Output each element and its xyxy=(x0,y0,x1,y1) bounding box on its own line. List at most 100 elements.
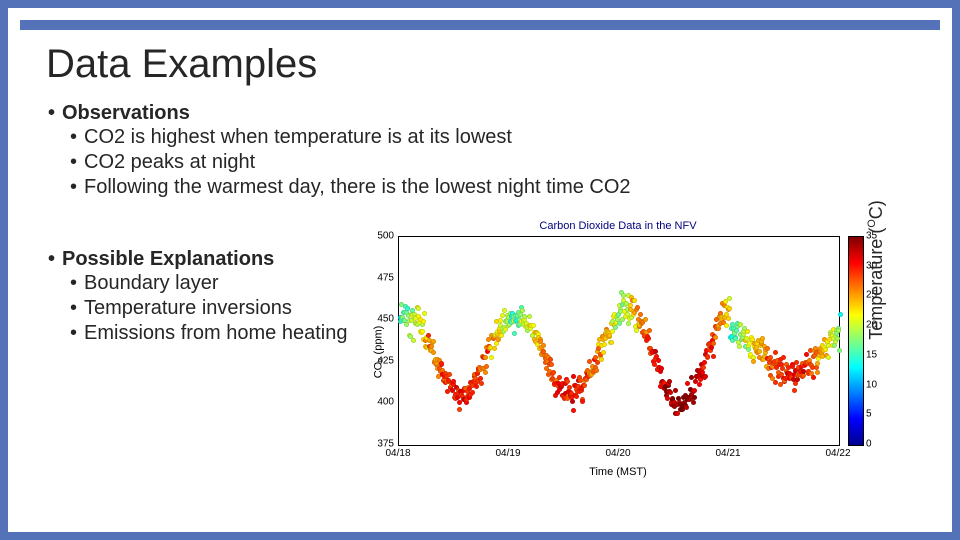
chart-ytick: 400 xyxy=(377,397,394,408)
chart-point xyxy=(811,375,816,380)
chart-point xyxy=(479,381,484,386)
chart-colorbar-tick: 5 xyxy=(866,409,872,420)
chart-point xyxy=(594,368,599,373)
chart-point xyxy=(668,390,673,395)
chart-point xyxy=(474,384,479,389)
chart-point xyxy=(609,340,614,345)
chart-colorbar-tick: 15 xyxy=(866,349,877,360)
explanation-item: •Boundary layer xyxy=(70,271,347,296)
chart-point xyxy=(571,408,576,413)
chart-point xyxy=(411,338,416,343)
chart-point xyxy=(656,358,661,363)
explanations-block: •Possible Explanations •Boundary layer •… xyxy=(48,248,347,346)
slide-title: Data Examples xyxy=(46,42,317,87)
chart-point xyxy=(836,328,841,333)
chart-point xyxy=(457,407,462,412)
chart-point xyxy=(470,390,475,395)
chart-point xyxy=(837,348,842,353)
explanations-header: •Possible Explanations xyxy=(48,248,347,271)
chart-point xyxy=(692,395,697,400)
chart-ytick: 425 xyxy=(377,355,394,366)
chart-point xyxy=(701,365,706,370)
observations-block: •Observations •CO2 is highest when tempe… xyxy=(48,102,631,200)
chart-point xyxy=(792,388,797,393)
chart-xtick: 04/22 xyxy=(825,448,850,459)
chart-point xyxy=(713,335,718,340)
chart-point xyxy=(489,355,494,360)
chart-colorbar-tick: 10 xyxy=(866,379,877,390)
observation-item: •CO2 peaks at night xyxy=(70,150,631,175)
chart-point xyxy=(549,362,554,367)
chart-ytick: 475 xyxy=(377,272,394,283)
chart-ytick: 450 xyxy=(377,314,394,325)
chart-point xyxy=(447,372,452,377)
chart-point xyxy=(635,305,640,310)
chart-point xyxy=(531,323,536,328)
chart-point xyxy=(832,343,837,348)
chart-point xyxy=(703,374,708,379)
chart-point xyxy=(643,317,648,322)
header-stripe xyxy=(20,20,940,30)
chart-point xyxy=(646,336,651,341)
chart-point xyxy=(794,360,799,365)
chart-point xyxy=(757,349,762,354)
chart-plot-area xyxy=(398,236,840,446)
chart-point xyxy=(815,370,820,375)
chart-point xyxy=(815,361,820,366)
chart-point xyxy=(823,347,828,352)
chart-colorbar-tick: 0 xyxy=(866,439,872,450)
chart-point xyxy=(557,375,562,380)
chart-point xyxy=(765,346,770,351)
observation-item: •CO2 is highest when temperature is at i… xyxy=(70,125,631,150)
chart-xtick: 04/21 xyxy=(715,448,740,459)
chart-point xyxy=(541,343,546,348)
chart-point xyxy=(483,370,488,375)
chart-point xyxy=(404,322,409,327)
explanation-item: •Temperature inversions xyxy=(70,296,347,321)
chart-point xyxy=(638,312,643,317)
chart-point xyxy=(421,319,426,324)
chart-point xyxy=(685,381,690,386)
chart-xtick: 04/20 xyxy=(605,448,630,459)
observations-header: •Observations xyxy=(48,102,631,125)
chart-xlabel: Time (MST) xyxy=(398,466,838,478)
chart-point xyxy=(494,341,499,346)
chart-point xyxy=(726,316,731,321)
chart-point xyxy=(835,336,840,341)
chart-title: Carbon Dioxide Data in the NFV xyxy=(338,220,898,232)
chart-point xyxy=(632,298,637,303)
chart-point xyxy=(602,342,607,347)
chart-point xyxy=(551,370,556,375)
chart-ytick: 500 xyxy=(377,231,394,242)
chart-point xyxy=(826,355,831,360)
chart-point xyxy=(781,355,786,360)
chart-point xyxy=(711,341,716,346)
chart-point xyxy=(659,366,664,371)
chart-point xyxy=(587,359,592,364)
chart-point xyxy=(478,376,483,381)
chart: Carbon Dioxide Data in the NFV CO₂ (ppm)… xyxy=(338,222,898,482)
chart-point xyxy=(801,373,806,378)
chart-point xyxy=(751,359,756,364)
chart-point xyxy=(492,346,497,351)
slide: Data Examples •Observations •CO2 is high… xyxy=(0,0,960,540)
chart-point xyxy=(804,352,809,357)
chart-point xyxy=(773,350,778,355)
observation-item: •Following the warmest day, there is the… xyxy=(70,175,631,200)
chart-point xyxy=(760,336,765,341)
chart-point xyxy=(527,314,532,319)
chart-point xyxy=(626,321,631,326)
chart-point xyxy=(580,399,585,404)
chart-point xyxy=(574,394,579,399)
chart-point xyxy=(617,321,622,326)
chart-point xyxy=(745,329,750,334)
chart-ylabel: CO₂ (ppm) xyxy=(372,326,384,379)
chart-point xyxy=(838,312,843,317)
chart-point xyxy=(702,360,707,365)
chart-point xyxy=(582,383,587,388)
chart-colorbar xyxy=(848,236,864,446)
chart-point xyxy=(711,354,716,359)
chart-point xyxy=(795,377,800,382)
explanation-item: •Emissions from home heating xyxy=(70,321,347,346)
chart-point xyxy=(520,308,525,313)
